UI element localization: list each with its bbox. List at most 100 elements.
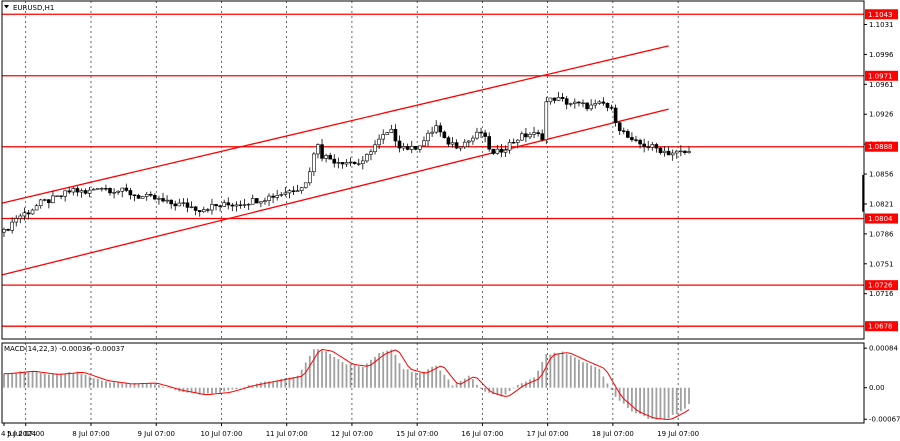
candle-body <box>87 189 92 194</box>
candle-body <box>621 130 626 132</box>
candle-body <box>369 151 373 155</box>
y-tick-label: 1.0786 <box>869 230 894 238</box>
candle-body <box>157 198 161 200</box>
candle-body <box>295 190 300 192</box>
candle-body <box>308 171 312 184</box>
candle-body <box>22 212 27 217</box>
candle-body <box>234 204 239 207</box>
candle-body <box>532 132 536 135</box>
candle-body <box>193 206 198 211</box>
candle-body <box>348 161 353 164</box>
candle-body <box>450 142 455 145</box>
level-price-tag <box>865 280 898 291</box>
candle-body <box>328 155 332 160</box>
candle-body <box>312 153 316 173</box>
candle-body <box>662 150 667 154</box>
candle-body <box>10 221 14 231</box>
candle-body <box>564 98 569 105</box>
macd-pane[interactable] <box>3 348 690 421</box>
candle-body <box>393 128 398 142</box>
candle-body <box>483 132 487 137</box>
candle-body <box>593 103 598 106</box>
candle-body <box>654 144 659 149</box>
candle-body <box>279 194 284 196</box>
candle-body <box>397 140 402 149</box>
candle-body <box>112 192 116 194</box>
macd-signal-line <box>4 348 690 421</box>
candle-body <box>577 101 581 104</box>
candle-body <box>524 133 528 138</box>
candle-body <box>6 228 10 231</box>
candle-body <box>287 190 292 194</box>
channel-line <box>1 45 669 204</box>
candle-body <box>454 142 459 149</box>
candle-body <box>291 190 296 192</box>
candle-body <box>299 187 304 191</box>
candle-body <box>336 162 341 164</box>
candle-body <box>226 202 231 206</box>
macd-title: MACD(14,22,3) -0.00036 -0.00037 <box>4 345 125 353</box>
candle-body <box>30 209 35 215</box>
candle-body <box>271 195 275 198</box>
candle-body <box>491 148 496 154</box>
candle-body <box>100 188 104 190</box>
candle-body <box>275 195 279 198</box>
candle-body <box>674 150 679 154</box>
candle-body <box>426 132 430 142</box>
candle-body <box>503 149 508 153</box>
candle-body <box>499 148 504 153</box>
candle-body <box>442 131 447 138</box>
candle-body <box>365 154 369 162</box>
candle-body <box>471 137 475 142</box>
candle-body <box>515 139 520 143</box>
x-tick-label: 19 Jul 07:00 <box>657 430 699 438</box>
candle-body <box>389 128 394 133</box>
level-price-tag <box>865 213 898 224</box>
level-price-label: 1.1043 <box>868 11 893 19</box>
candle-body <box>352 161 357 164</box>
candle-body <box>638 139 642 145</box>
candle-body <box>381 134 385 140</box>
candle-body <box>548 97 553 103</box>
candle-body <box>201 209 206 213</box>
candle-body <box>458 146 463 149</box>
candle-body <box>189 206 194 208</box>
candle-body <box>581 102 585 105</box>
candle-body <box>438 125 443 133</box>
candle-body <box>646 146 651 148</box>
candle-body <box>51 195 55 204</box>
candle-body <box>120 187 125 192</box>
x-tick-label: 18 Jul 07:00 <box>592 430 634 438</box>
candle-body <box>650 144 655 148</box>
candle-body <box>238 204 243 206</box>
macd-y-tick-label: 0.00084 <box>869 345 898 353</box>
macd-y-tick-label: 0.00 <box>869 384 885 392</box>
candle-body <box>670 152 675 156</box>
y-tick-label: 1.0821 <box>869 200 894 208</box>
candle-body <box>14 218 19 223</box>
candle-body <box>401 146 406 149</box>
price-pane[interactable] <box>1 13 864 327</box>
candle-body <box>136 195 141 199</box>
candle-body <box>71 188 76 193</box>
candle-body <box>320 144 324 159</box>
candle-body <box>91 188 96 191</box>
candle-body <box>617 122 622 132</box>
level-price-tag <box>865 70 898 81</box>
candle-body <box>409 146 414 150</box>
candle-body <box>140 196 145 199</box>
candle-body <box>361 160 365 164</box>
level-price-label: 1.0804 <box>868 215 893 223</box>
candle-body <box>116 190 120 193</box>
symbol-dropdown-icon[interactable] <box>4 5 9 9</box>
x-tick-label: 4 Jul 2024 <box>1 430 37 438</box>
candle-body <box>230 204 235 207</box>
candle-body <box>373 144 377 153</box>
y-tick-label: 1.0996 <box>869 51 894 59</box>
x-tick-label: 17 Jul 07:00 <box>527 430 569 438</box>
y-tick-label: 1.0751 <box>869 260 894 268</box>
candle-body <box>153 195 157 200</box>
candle-body <box>385 132 390 135</box>
candle-body <box>585 102 589 110</box>
